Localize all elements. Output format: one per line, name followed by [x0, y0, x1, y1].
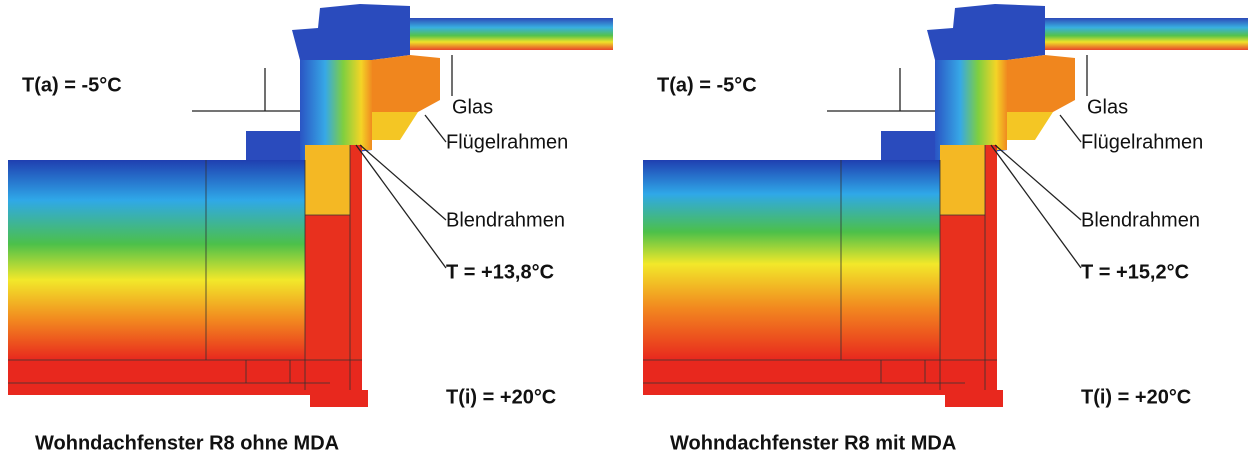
frame-post [935, 60, 1007, 170]
outside-temp: T(a) = -5°C [657, 74, 757, 96]
inside-temp: T(i) = +20°C [446, 386, 556, 408]
sash-label: Flügelrahmen [1081, 131, 1203, 153]
frame-post [300, 60, 372, 170]
glass-label: Glas [1087, 96, 1128, 118]
block [246, 131, 300, 161]
surface-temp: T = +15,2°C [1081, 261, 1189, 283]
lining-foot [945, 390, 1003, 407]
caption: Wohndachfenster R8 ohne MDA [35, 432, 339, 454]
leader [359, 144, 447, 221]
glass-label: Glas [452, 96, 493, 118]
sash [372, 55, 440, 112]
surface-temp: T = +13,8°C [446, 261, 554, 283]
leader [994, 144, 1082, 221]
sash-label: Flügelrahmen [446, 131, 568, 153]
sash-inner [1007, 112, 1053, 140]
lining [8, 360, 362, 395]
leader [990, 144, 1082, 269]
lining [643, 360, 997, 395]
glass-pane [1043, 18, 1248, 50]
inner-post-top [940, 145, 985, 215]
wall [643, 160, 941, 360]
panel: T(a) = -5°C Glas Flügelrahmen Blendrahmen T … [643, 4, 1248, 454]
panel: T(a) = -5°C Glas Flügelrahmen Blendrahmen T … [8, 4, 613, 454]
frame-label: Blendrahmen [446, 209, 565, 231]
wall [8, 160, 306, 360]
leader [355, 144, 447, 269]
sash [1007, 55, 1075, 112]
inside-temp: T(i) = +20°C [1081, 386, 1191, 408]
caption: Wohndachfenster R8 mit MDA [670, 432, 956, 454]
leader [1059, 114, 1082, 143]
block [881, 131, 935, 161]
leader [424, 114, 447, 143]
glass-pane [408, 18, 613, 50]
inner-post-top [305, 145, 350, 215]
lining-foot [310, 390, 368, 407]
outside-temp: T(a) = -5°C [22, 74, 122, 96]
sash-inner [372, 112, 418, 140]
frame-label: Blendrahmen [1081, 209, 1200, 231]
